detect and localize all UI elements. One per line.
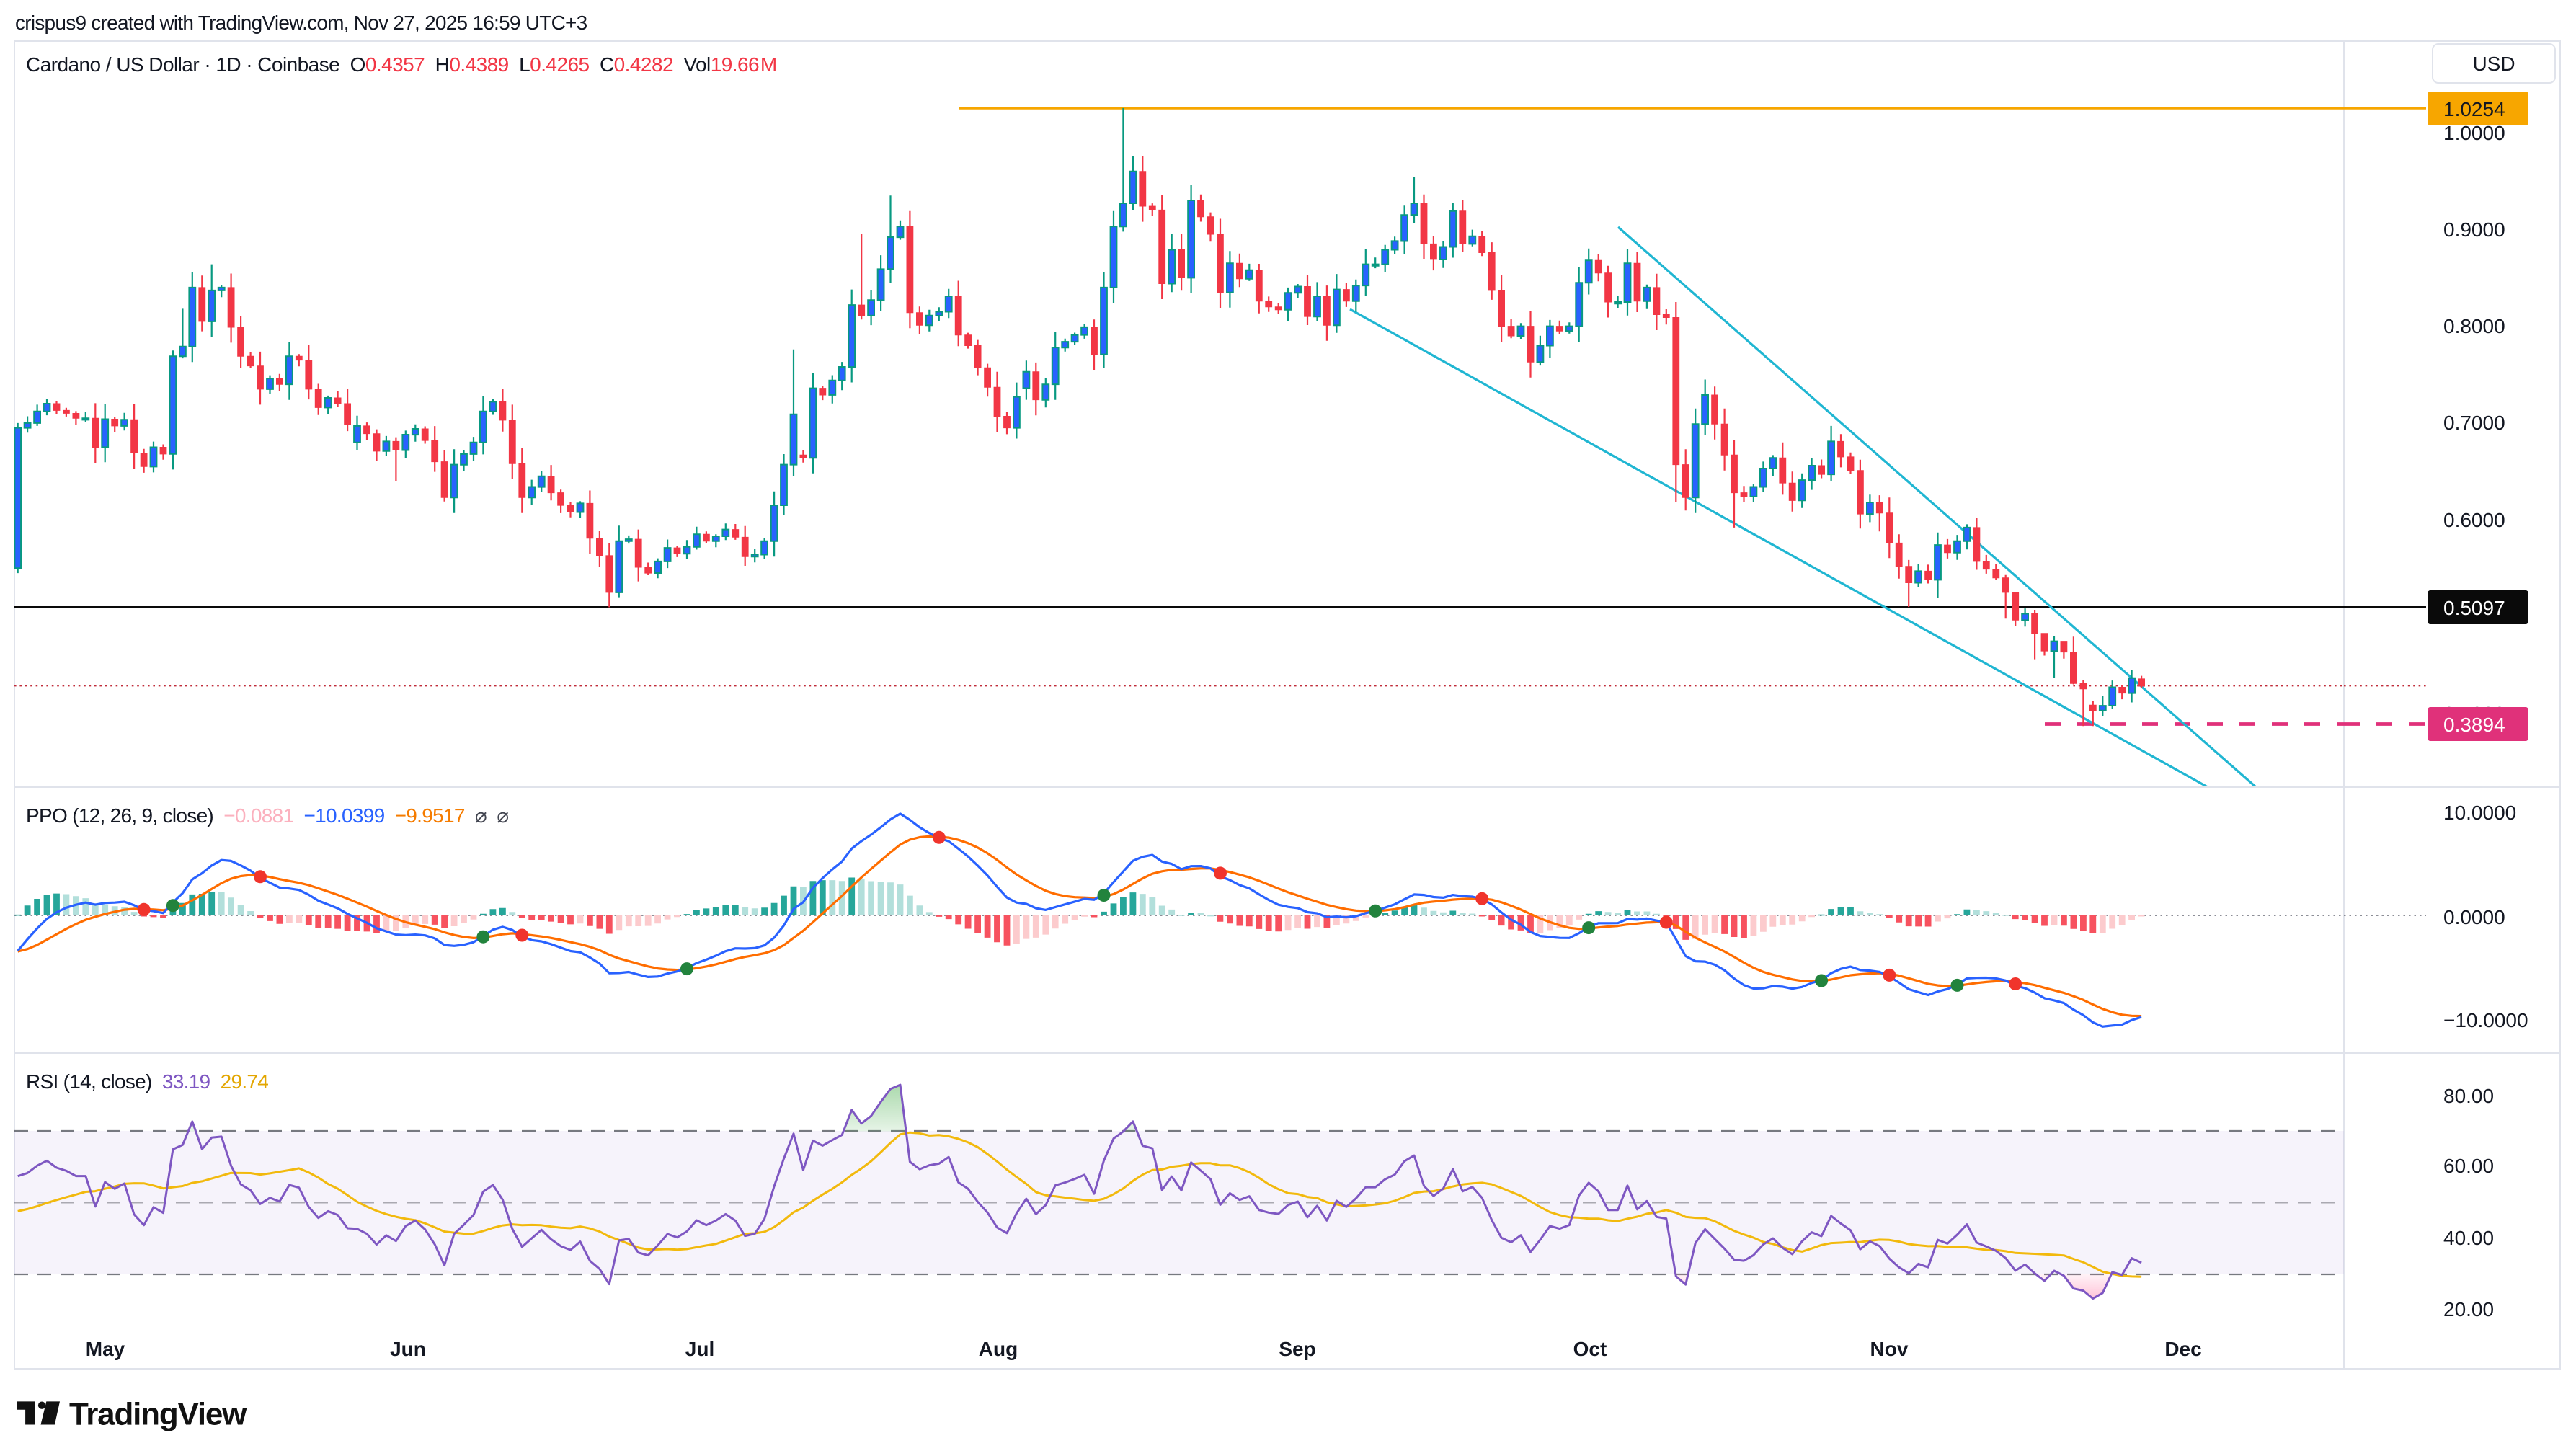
svg-text:10.0000: 10.0000 <box>2443 802 2516 824</box>
svg-text:May: May <box>86 1338 125 1360</box>
svg-text:0.5097: 0.5097 <box>2443 597 2505 619</box>
svg-text:−10.0000: −10.0000 <box>2443 1009 2528 1031</box>
svg-text:RSI (14, close) 33.19 29.74: RSI (14, close) 33.19 29.74 <box>26 1070 268 1093</box>
svg-text:Sep: Sep <box>1279 1338 1315 1360</box>
svg-text:60.00: 60.00 <box>2443 1155 2494 1177</box>
svg-text:0.3894: 0.3894 <box>2443 714 2505 736</box>
svg-text:1.0254: 1.0254 <box>2443 98 2505 120</box>
svg-text:Dec: Dec <box>2164 1338 2201 1360</box>
svg-text:0.0000: 0.0000 <box>2443 906 2505 928</box>
svg-text:crispus9 created with TradingV: crispus9 created with TradingView.com, N… <box>15 12 587 34</box>
svg-text:Aug: Aug <box>979 1338 1018 1360</box>
svg-text:0.8000: 0.8000 <box>2443 315 2505 337</box>
svg-text:Cardano / US Dollar · 1D · Coi: Cardano / US Dollar · 1D · Coinbase O0.4… <box>26 53 777 76</box>
svg-text:0.7000: 0.7000 <box>2443 412 2505 434</box>
svg-text:PPO (12, 26, 9, close) −0.088: PPO (12, 26, 9, close) −0.0881 −10.0399 … <box>26 804 508 827</box>
svg-text:Oct: Oct <box>1573 1338 1607 1360</box>
svg-text:Jun: Jun <box>390 1338 426 1360</box>
svg-text:1.0000: 1.0000 <box>2443 122 2505 144</box>
svg-text:USD: USD <box>2472 53 2515 75</box>
svg-text:40.00: 40.00 <box>2443 1227 2494 1249</box>
svg-text:Jul: Jul <box>685 1338 714 1360</box>
svg-text:Nov: Nov <box>1870 1338 1909 1360</box>
svg-text:TradingView: TradingView <box>69 1397 247 1432</box>
svg-text:0.9000: 0.9000 <box>2443 218 2505 241</box>
svg-text:80.00: 80.00 <box>2443 1085 2494 1107</box>
svg-text:20.00: 20.00 <box>2443 1298 2494 1320</box>
svg-text:0.6000: 0.6000 <box>2443 509 2505 531</box>
